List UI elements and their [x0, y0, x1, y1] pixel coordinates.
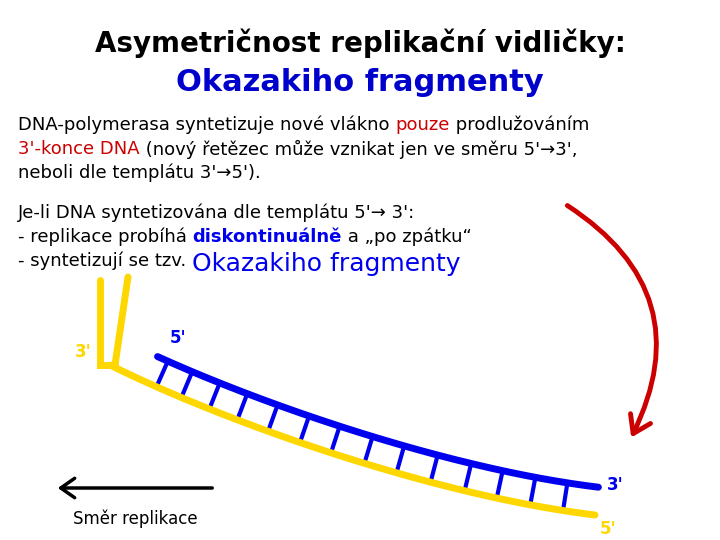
Text: pouze: pouze: [395, 116, 449, 134]
Text: - replikace probíhá: - replikace probíhá: [18, 228, 193, 246]
Text: Okazakiho fragmenty: Okazakiho fragmenty: [192, 252, 461, 276]
Text: - syntetizují se tzv.: - syntetizují se tzv.: [18, 252, 192, 271]
FancyArrowPatch shape: [60, 478, 212, 498]
Text: 5': 5': [600, 520, 616, 538]
Text: 5': 5': [169, 328, 186, 347]
Text: (nový řetězec může vznikat jen ve směru 5'→3',: (nový řetězec může vznikat jen ve směru …: [140, 140, 577, 159]
Text: diskontinuálně: diskontinuálně: [193, 228, 342, 246]
Text: neboli dle templátu 3'→5').: neboli dle templátu 3'→5').: [18, 164, 261, 183]
Text: Je-li DNA syntetizována dle templátu 5'→ 3':: Je-li DNA syntetizována dle templátu 5'→…: [18, 204, 415, 222]
Text: a „po zpátku“: a „po zpátku“: [342, 228, 472, 246]
Text: 3'-konce DNA: 3'-konce DNA: [18, 140, 140, 158]
FancyArrowPatch shape: [567, 206, 657, 434]
Text: DNA-polymerasa syntetizuje nové vlákno: DNA-polymerasa syntetizuje nové vlákno: [18, 116, 395, 134]
Text: Směr replikace: Směr replikace: [73, 510, 197, 529]
Text: Asymetričnost replikační vidličky:: Asymetričnost replikační vidličky:: [94, 28, 626, 57]
Text: Okazakiho fragmenty: Okazakiho fragmenty: [176, 68, 544, 97]
Text: prodlužováním: prodlužováním: [449, 116, 589, 134]
Text: 3': 3': [606, 476, 623, 494]
Text: 3': 3': [76, 343, 92, 361]
